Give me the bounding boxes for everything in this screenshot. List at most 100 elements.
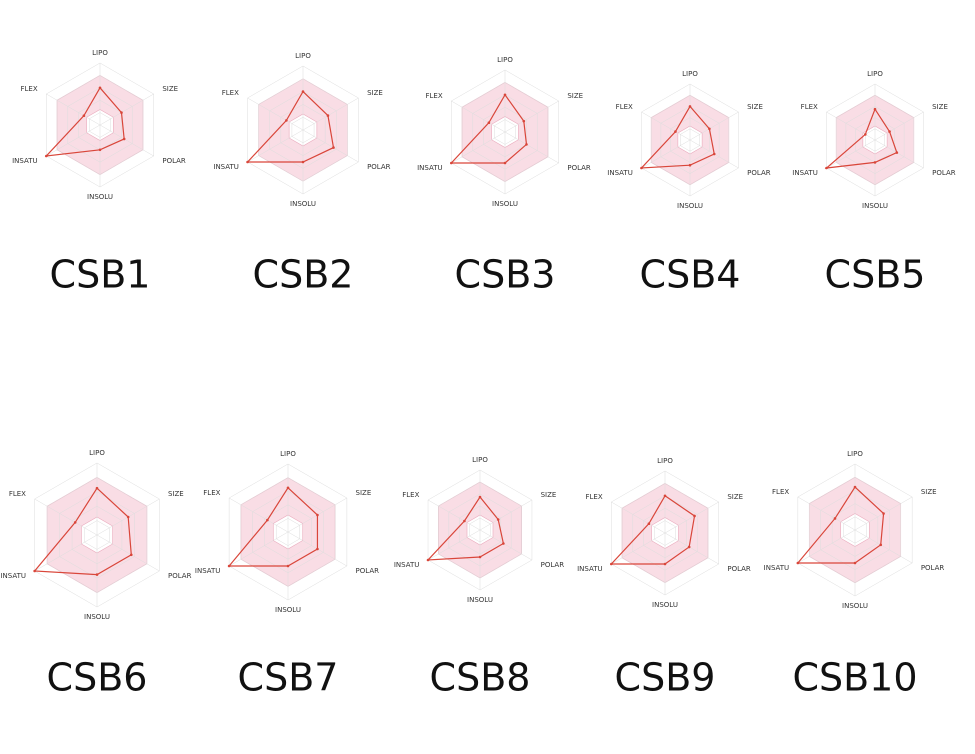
axis-label: INSATU <box>577 565 603 573</box>
chart-title: CSB5 <box>825 253 926 297</box>
spoke <box>34 498 98 536</box>
vertex <box>286 564 290 568</box>
axis-label: SIZE <box>168 490 184 498</box>
spoke <box>451 131 506 164</box>
vertex <box>227 564 231 568</box>
axis-label: INSATU <box>12 157 38 165</box>
vertex <box>246 160 249 164</box>
chart-title: CSB1 <box>50 253 151 297</box>
axis-label: POLAR <box>367 163 391 171</box>
vertex <box>895 151 899 154</box>
axis-label: LIPO <box>497 56 513 64</box>
vertex <box>301 90 305 93</box>
vertex <box>478 555 482 559</box>
axis-label: INSATU <box>213 163 239 171</box>
axis-label: LIPO <box>472 456 488 464</box>
vertex <box>864 133 867 136</box>
spoke <box>479 499 533 531</box>
axis-label: FLEX <box>9 490 26 498</box>
spoke <box>451 100 506 133</box>
axis-label: SIZE <box>932 103 948 111</box>
vertex <box>95 486 99 490</box>
axis-label: INSOLU <box>275 606 301 614</box>
vertex <box>496 518 500 521</box>
vertex <box>326 114 330 117</box>
vertex <box>712 152 716 156</box>
vertex <box>450 161 453 165</box>
vertex <box>316 513 319 517</box>
spoke <box>611 501 666 534</box>
chart-title: CSB10 <box>792 656 917 700</box>
axis-label: INSOLU <box>652 601 678 609</box>
vertex <box>98 86 102 90</box>
spoke <box>874 111 924 141</box>
vertex <box>882 512 885 515</box>
spoke <box>247 129 304 163</box>
vertex <box>688 105 692 108</box>
vertex <box>640 166 643 170</box>
axis-label: POLAR <box>747 169 771 177</box>
spoke <box>302 129 359 163</box>
vertex <box>487 121 491 124</box>
axis-label: FLEX <box>20 85 37 93</box>
chart-title: CSB7 <box>238 656 339 700</box>
axis-label: FLEX <box>801 103 818 111</box>
vertex <box>853 485 857 489</box>
vertex <box>122 137 126 141</box>
vertex <box>463 519 466 523</box>
axis-label: INSATU <box>394 561 420 569</box>
axis-label: POLAR <box>162 157 186 165</box>
vertex <box>674 130 677 133</box>
axis-label: INSOLU <box>467 596 493 604</box>
spoke <box>641 111 691 141</box>
spoke <box>427 529 481 561</box>
vertex <box>687 545 691 549</box>
chart-title: CSB6 <box>47 656 148 700</box>
spoke <box>797 529 856 564</box>
spoke <box>99 93 154 126</box>
spoke <box>854 529 913 564</box>
vertex <box>82 114 86 117</box>
vertex <box>503 161 507 165</box>
vertex <box>332 146 335 149</box>
axis-label: FLEX <box>402 491 419 499</box>
chart-title: CSB9 <box>615 656 716 700</box>
spoke <box>479 529 533 561</box>
axis-label: FLEX <box>616 103 633 111</box>
axis-label: FLEX <box>425 92 442 100</box>
axis-label: POLAR <box>567 164 591 172</box>
vertex <box>873 161 877 164</box>
axis-label: LIPO <box>89 449 105 457</box>
vertex <box>888 130 891 133</box>
axis-label: LIPO <box>847 450 863 458</box>
axis-label: POLAR <box>921 564 945 572</box>
axis-label: FLEX <box>203 489 220 497</box>
axis-label: SIZE <box>747 103 763 111</box>
chart-title: CSB4 <box>640 253 741 297</box>
axis-label: INSATU <box>607 169 633 177</box>
vertex <box>502 542 505 545</box>
vertex <box>126 515 130 519</box>
axis-label: LIPO <box>280 450 296 458</box>
spoke <box>46 124 101 157</box>
axis-label: FLEX <box>222 89 239 97</box>
axis-label: SIZE <box>356 489 372 497</box>
axis-label: INSATU <box>0 572 26 580</box>
spoke <box>99 124 154 157</box>
axis-label: FLEX <box>585 493 602 501</box>
spoke <box>689 111 739 141</box>
spoke <box>826 111 876 141</box>
vertex <box>853 561 857 565</box>
axis-label: SIZE <box>567 92 583 100</box>
vertex <box>610 562 613 566</box>
axis-label: SIZE <box>367 89 383 97</box>
spoke <box>826 139 876 169</box>
vertex <box>98 148 102 152</box>
vertex <box>873 107 877 111</box>
axis-label: LIPO <box>295 52 311 60</box>
axis-label: SIZE <box>921 488 937 496</box>
axis-label: LIPO <box>657 457 673 465</box>
vertex <box>879 543 883 547</box>
